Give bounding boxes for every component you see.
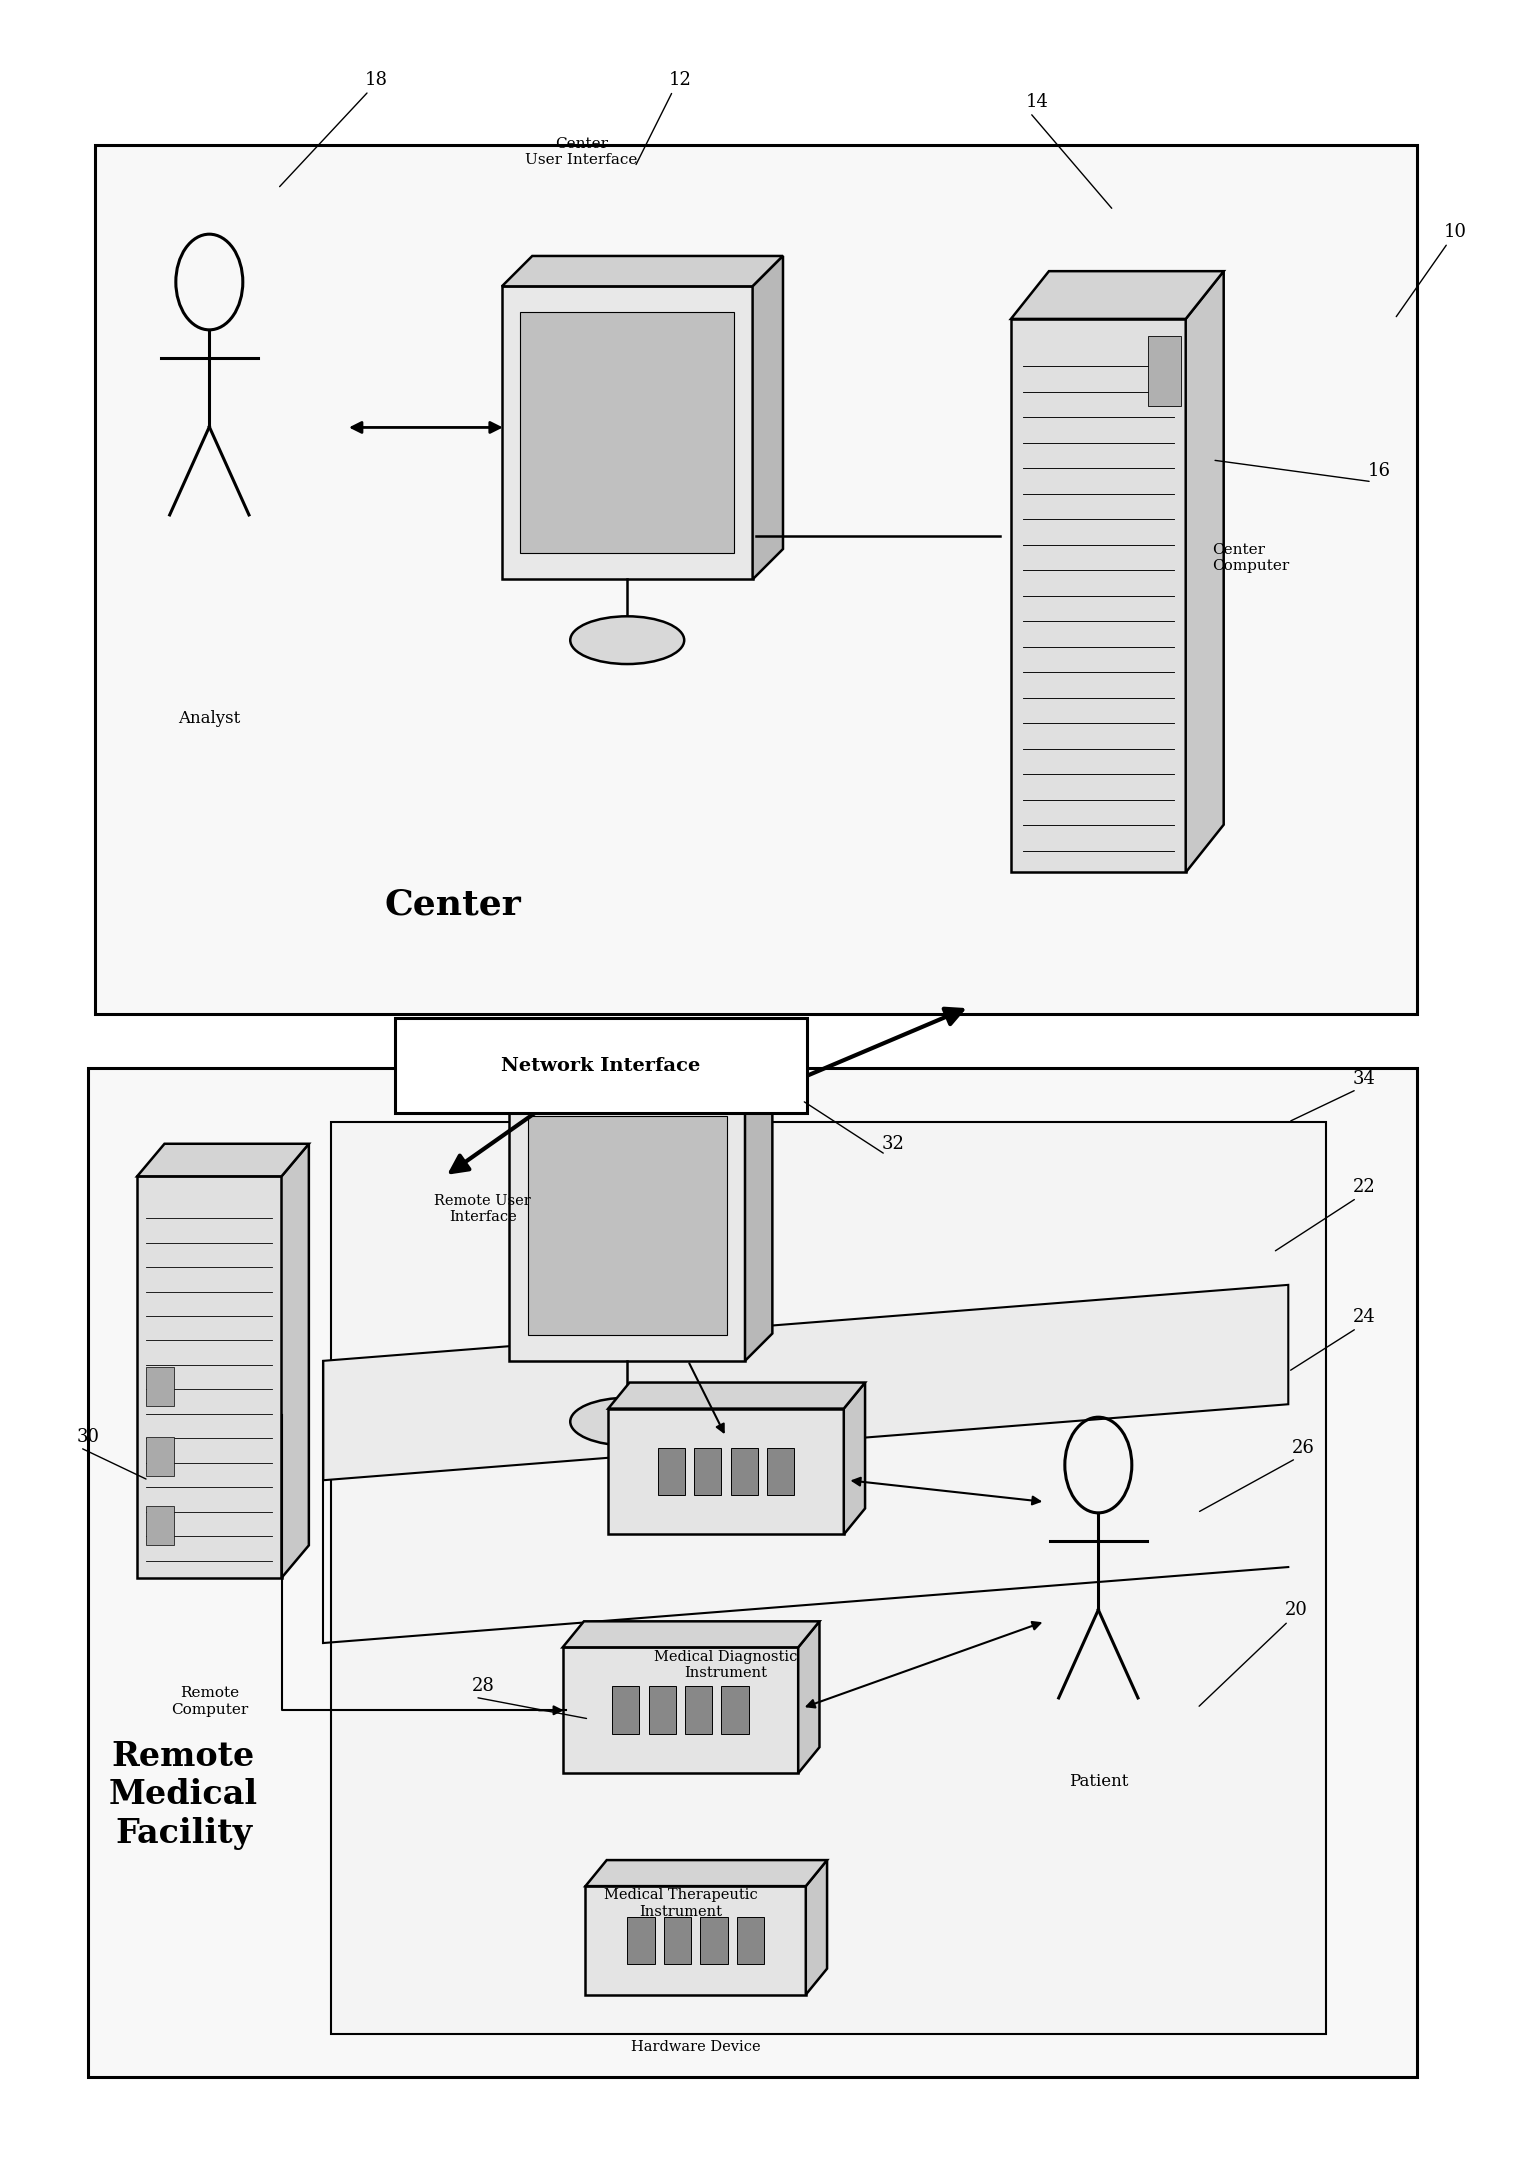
Bar	[147, 1436, 174, 1475]
Text: Analyst: Analyst	[179, 710, 240, 726]
Polygon shape	[753, 255, 782, 580]
Bar	[147, 1368, 174, 1405]
Bar	[520, 312, 735, 553]
Text: 16: 16	[1368, 462, 1390, 479]
Text: 32: 32	[882, 1135, 905, 1153]
Bar	[1012, 318, 1186, 872]
Text: Network Interface: Network Interface	[501, 1057, 700, 1074]
Polygon shape	[1186, 270, 1224, 872]
Bar	[147, 1506, 174, 1545]
Polygon shape	[843, 1381, 865, 1534]
Bar	[648, 1687, 675, 1734]
Text: 12: 12	[669, 72, 692, 89]
Bar	[663, 1918, 691, 1963]
Text: Remote
Computer: Remote Computer	[171, 1687, 248, 1717]
Text: Center
User Interface: Center User Interface	[526, 137, 637, 168]
Text: Center: Center	[384, 889, 521, 922]
Bar	[585, 1887, 805, 1994]
Bar	[730, 1447, 758, 1495]
Polygon shape	[1012, 270, 1224, 318]
Text: 30: 30	[76, 1427, 99, 1447]
Bar	[694, 1447, 721, 1495]
Bar	[657, 1447, 685, 1495]
Polygon shape	[585, 1861, 827, 1887]
Text: 26: 26	[1293, 1438, 1316, 1456]
Text: Center
Computer: Center Computer	[1212, 543, 1290, 573]
Polygon shape	[281, 1144, 309, 1578]
Polygon shape	[805, 1861, 827, 1994]
Bar	[87, 1068, 1418, 2077]
Text: 14: 14	[1027, 94, 1050, 111]
Bar	[700, 1918, 727, 1963]
Polygon shape	[138, 1144, 309, 1177]
Polygon shape	[324, 1286, 1288, 1480]
Bar	[685, 1687, 712, 1734]
Polygon shape	[509, 1061, 772, 1090]
Text: 22: 22	[1352, 1179, 1375, 1196]
Polygon shape	[509, 1090, 746, 1362]
Bar	[613, 1687, 639, 1734]
Text: Remote
Medical
Facility: Remote Medical Facility	[108, 1741, 258, 1850]
Bar	[767, 1447, 795, 1495]
Text: Patient: Patient	[1068, 1774, 1128, 1791]
Polygon shape	[501, 255, 782, 285]
Polygon shape	[562, 1621, 819, 1647]
Polygon shape	[501, 285, 753, 580]
Polygon shape	[746, 1061, 772, 1362]
Bar	[332, 1122, 1326, 2033]
Bar	[736, 1918, 764, 1963]
FancyBboxPatch shape	[394, 1018, 807, 1113]
Ellipse shape	[570, 617, 685, 665]
Text: Medical Diagnostic
Instrument: Medical Diagnostic Instrument	[654, 1650, 798, 1680]
Bar	[527, 1116, 727, 1336]
Bar	[562, 1647, 798, 1774]
Text: 34: 34	[1352, 1070, 1375, 1087]
Text: 24: 24	[1352, 1307, 1375, 1327]
Bar	[608, 1408, 843, 1534]
Ellipse shape	[570, 1397, 685, 1445]
Bar	[95, 146, 1418, 1013]
Bar	[138, 1177, 281, 1578]
Bar	[626, 1918, 654, 1963]
Text: Remote User
Interface: Remote User Interface	[434, 1194, 532, 1225]
Text: Medical Therapeutic
Instrument: Medical Therapeutic Instrument	[604, 1889, 758, 1918]
Text: 10: 10	[1444, 222, 1467, 242]
Text: 28: 28	[472, 1678, 494, 1695]
Bar	[721, 1687, 749, 1734]
Polygon shape	[798, 1621, 819, 1774]
Text: 20: 20	[1285, 1602, 1308, 1619]
Text: 18: 18	[365, 72, 388, 89]
Polygon shape	[608, 1381, 865, 1408]
Text: Hardware Device: Hardware Device	[631, 2040, 761, 2055]
Bar	[1148, 336, 1181, 405]
